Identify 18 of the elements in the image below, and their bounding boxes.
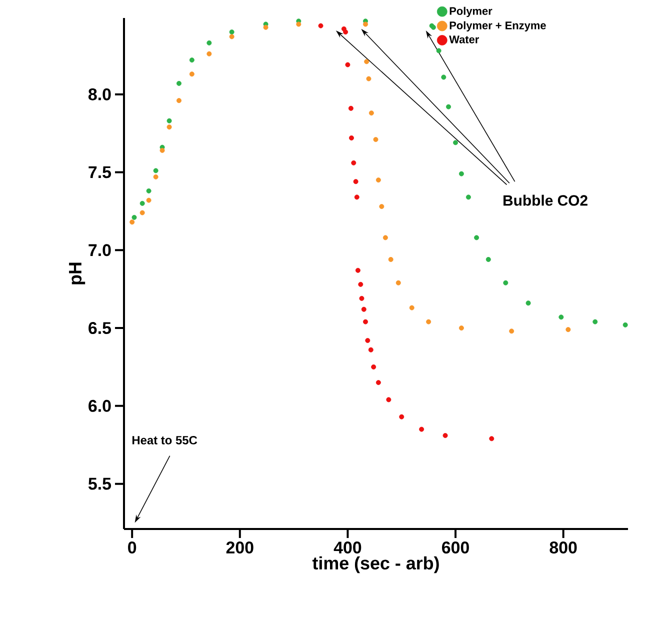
y-tick-label: 8.0 [88, 88, 111, 100]
y-tick-label: 5.5 [88, 478, 112, 490]
legend-label: Polymer [450, 6, 492, 18]
y-tick-label: 7.5 [88, 166, 112, 178]
x-tick-label: 800 [550, 542, 577, 554]
annotation: Heat to 55C [132, 436, 198, 444]
legend-label: Water [449, 36, 479, 44]
y-tick-label: 6.5 [88, 322, 112, 334]
x-axis-title: time (sec - arb) [312, 556, 439, 574]
y-tick-label: 6.0 [88, 400, 111, 412]
x-tick-label: 600 [442, 542, 469, 554]
y-tick-label: 7.0 [88, 244, 111, 256]
y-axis-title: pH [69, 262, 86, 284]
x-tick-label: 200 [226, 542, 254, 554]
x-tick-label: 400 [334, 542, 362, 554]
annotation: Bubble CO2 [504, 194, 588, 206]
legend-label: Polymer + Enzyme [450, 21, 546, 32]
x-tick-label: 0 [128, 542, 136, 554]
